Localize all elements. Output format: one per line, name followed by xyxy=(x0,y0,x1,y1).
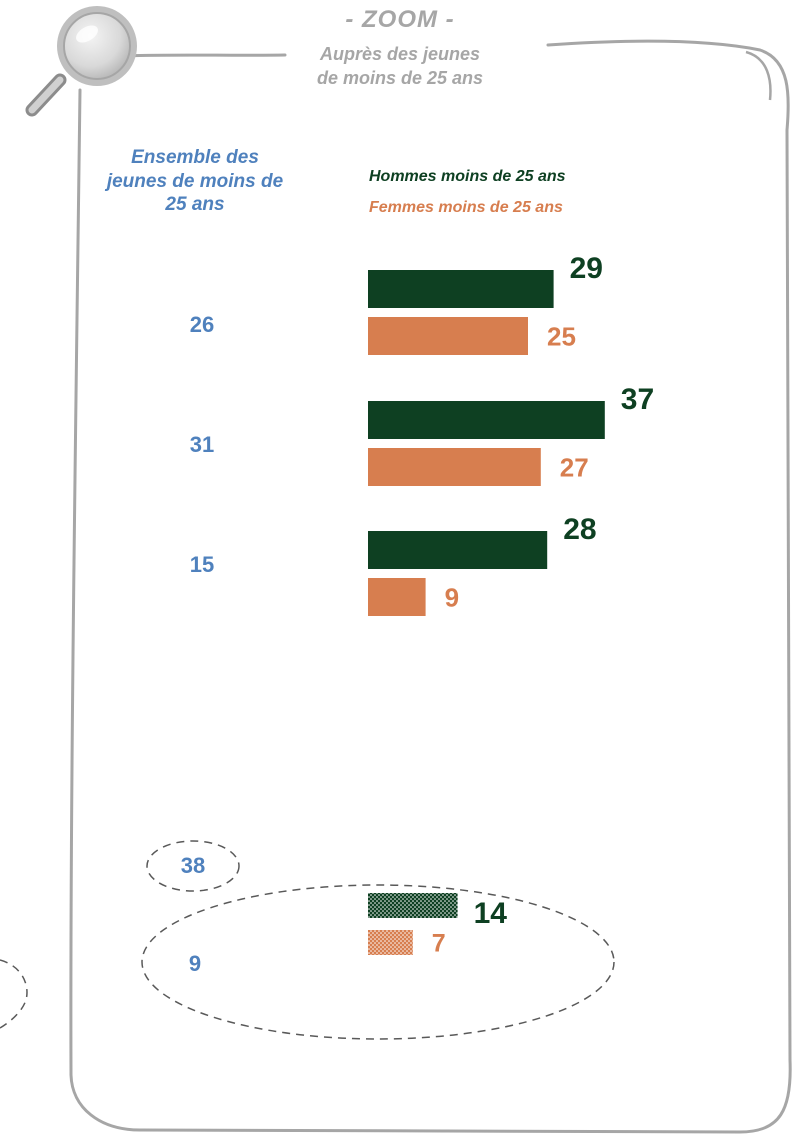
oval-38 xyxy=(146,840,240,892)
legend-femmes: Femmes moins de 25 ans xyxy=(369,199,563,216)
label-femmes-2: 27 xyxy=(560,452,589,482)
ensemble-value-3: 15 xyxy=(189,552,215,577)
magnifier-icon xyxy=(25,6,137,117)
bar-femmes-3 xyxy=(368,578,426,616)
zoom-title: - ZOOM - xyxy=(345,6,455,33)
label-femmes-1: 25 xyxy=(547,321,576,351)
legend-hommes: Hommes moins de 25 ans xyxy=(369,168,566,185)
bar-femmes-1 xyxy=(368,317,528,355)
label-hommes-2: 37 xyxy=(621,383,654,416)
ensemble-value-5: 9 xyxy=(188,951,202,976)
label-femmes-4: 7 xyxy=(432,930,446,958)
ensemble-heading: Ensemble des jeunes de moins de 25 ans xyxy=(106,147,284,215)
scroll-outline xyxy=(69,39,792,1134)
bar-hommes-2 xyxy=(368,401,605,439)
ensemble-value-2: 31 xyxy=(189,432,215,457)
label-femmes-3: 9 xyxy=(445,582,459,612)
label-hommes-4: 14 xyxy=(474,897,508,930)
oval-edge-left xyxy=(0,959,28,1029)
zoom-subtitle-line2: de moins de 25 ans xyxy=(316,68,484,88)
bar-hommes-4 xyxy=(368,893,458,918)
bar-hommes-3 xyxy=(368,531,548,569)
bar-femmes-4 xyxy=(368,930,413,955)
label-hommes-1: 29 xyxy=(570,252,603,285)
bar-hommes-1 xyxy=(368,270,554,308)
ensemble-value-4: 38 xyxy=(180,853,206,878)
zoom-subtitle-line1: Auprès des jeunes xyxy=(319,44,481,64)
label-hommes-3: 28 xyxy=(563,513,596,546)
bar-femmes-2 xyxy=(368,448,541,486)
ensemble-value-1: 26 xyxy=(189,312,215,337)
oval-bottom xyxy=(141,884,615,1040)
